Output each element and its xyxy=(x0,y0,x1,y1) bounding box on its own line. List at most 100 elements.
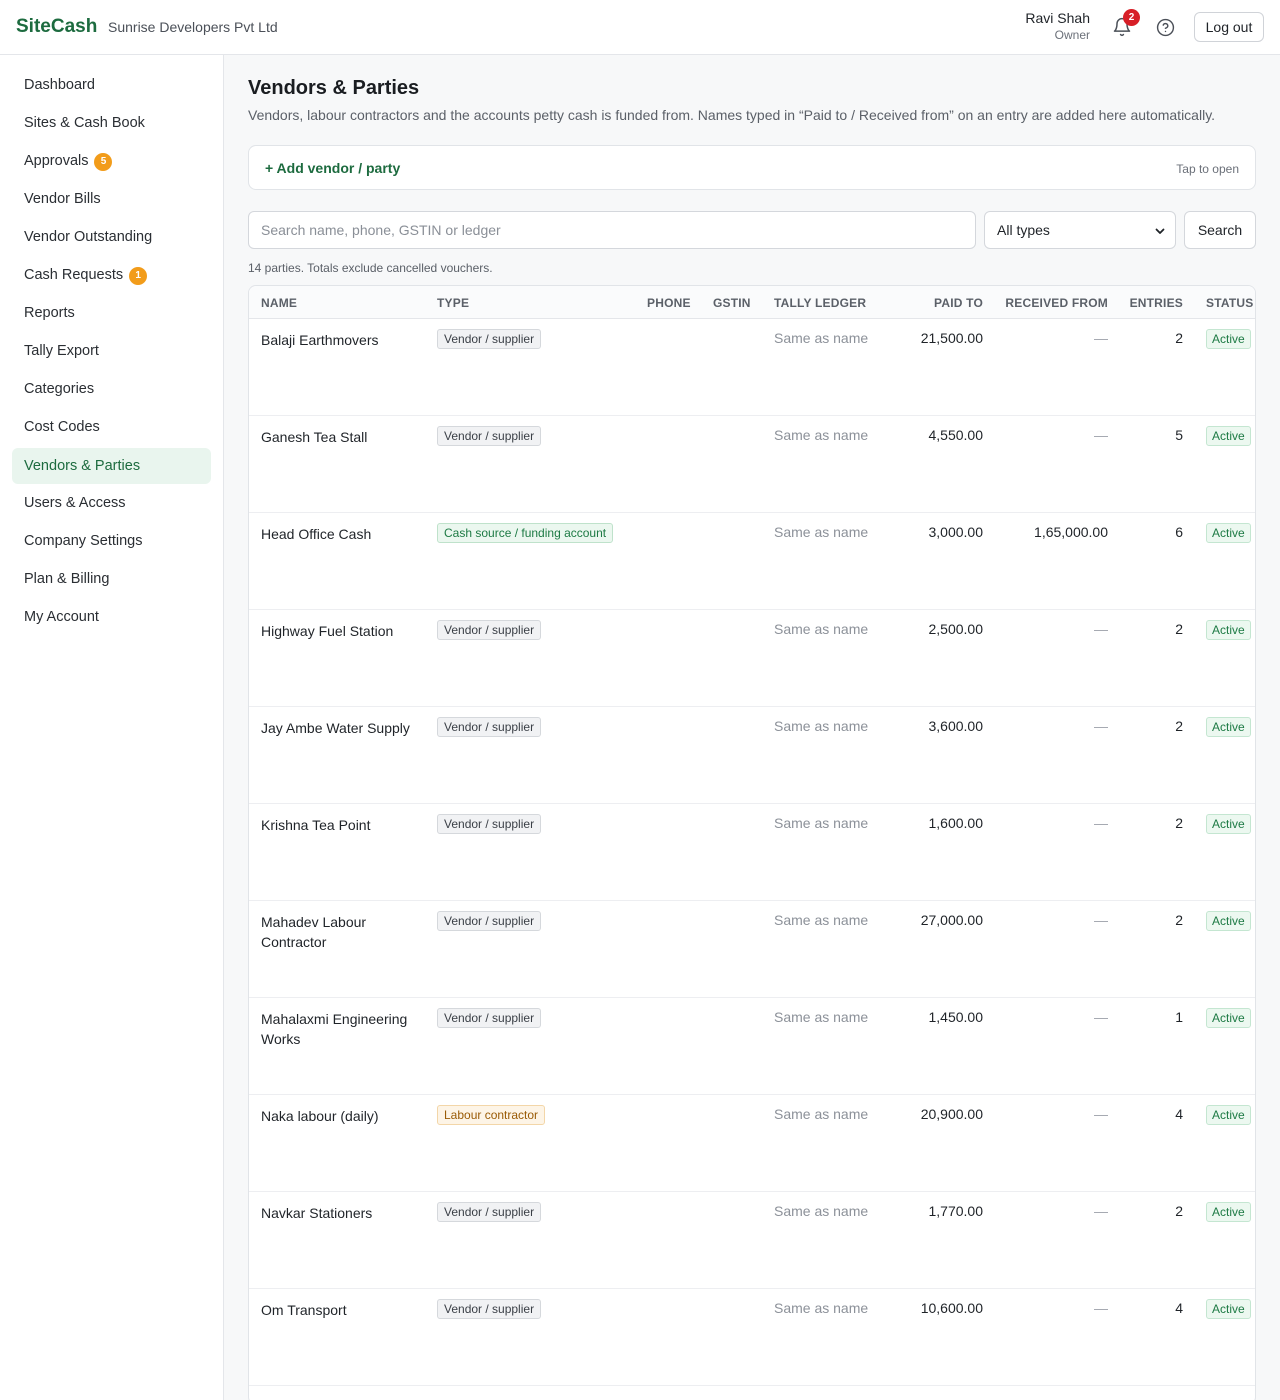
sidebar-item-categories[interactable]: Categories xyxy=(12,371,211,407)
table-row[interactable]: Mahalaxmi Engineering Works Vendor / sup… xyxy=(249,998,1255,1095)
sidebar: Dashboard Sites & Cash Book Approvals 5 V… xyxy=(0,55,224,1400)
table-row[interactable]: Jay Ambe Water Supply Vendor / supplier … xyxy=(249,707,1255,804)
paid-to-amount: 1,450.00 xyxy=(928,1009,984,1025)
type-badge: Vendor / supplier xyxy=(437,911,542,931)
paid-to-amount: 3,000.00 xyxy=(928,524,984,540)
sidebar-item-vendor-outstanding[interactable]: Vendor Outstanding xyxy=(12,219,211,255)
brand-logo[interactable]: SiteCash xyxy=(16,16,98,37)
party-name[interactable]: Navkar Stationers xyxy=(261,1205,373,1221)
status-cell: Active xyxy=(1206,523,1251,543)
received-from-amount: — xyxy=(1094,912,1108,928)
party-type: Vendor / supplier xyxy=(437,620,542,640)
tally-ledger: Same as name xyxy=(774,815,869,831)
party-name[interactable]: Head Office Cash xyxy=(261,526,372,542)
entries-count: 4 xyxy=(1175,1300,1183,1316)
approvals-count-badge: 5 xyxy=(94,153,113,171)
sidebar-item-label: Plan & Billing xyxy=(24,571,110,587)
table-row[interactable]: Om Transport Vendor / supplier Same as n… xyxy=(249,1289,1255,1386)
party-name[interactable]: Balaji Earthmovers xyxy=(261,332,379,348)
status-badge: Active xyxy=(1206,1105,1251,1125)
party-name[interactable]: Jay Ambe Water Supply xyxy=(261,720,410,736)
party-name[interactable]: Highway Fuel Station xyxy=(261,623,394,639)
party-type: Vendor / supplier xyxy=(437,814,542,834)
entries-count: 2 xyxy=(1175,815,1183,831)
sidebar-item-sites-cash-book[interactable]: Sites & Cash Book xyxy=(12,105,211,141)
type-badge: Labour contractor xyxy=(437,1105,546,1125)
column-header-entries[interactable]: ENTRIES xyxy=(1129,296,1183,310)
bell-icon[interactable] xyxy=(1112,17,1132,37)
status-badge: Active xyxy=(1206,1299,1251,1319)
table-row[interactable]: Krishna Tea Point Vendor / supplier Same… xyxy=(249,804,1255,901)
table-row[interactable]: Mahadev Labour Contractor Vendor / suppl… xyxy=(249,901,1255,998)
received-from-amount: — xyxy=(1094,718,1108,734)
status-cell: Active xyxy=(1206,911,1251,931)
add-vendor-panel[interactable]: + Add vendor / party Tap to open xyxy=(248,145,1256,190)
sidebar-item-dashboard[interactable]: Dashboard xyxy=(12,67,211,103)
party-name[interactable]: Om Transport xyxy=(261,1302,347,1318)
type-filter-select[interactable]: All types xyxy=(984,211,1176,249)
add-vendor-button[interactable]: + Add vendor / party xyxy=(265,160,401,176)
party-type: Vendor / supplier xyxy=(437,329,542,349)
column-header-status[interactable]: STATUS xyxy=(1206,296,1254,310)
column-header-type[interactable]: TYPE xyxy=(437,296,470,310)
status-cell: Active xyxy=(1206,717,1251,737)
entries-count: 1 xyxy=(1175,1009,1183,1025)
sidebar-item-plan-billing[interactable]: Plan & Billing xyxy=(12,561,211,597)
sidebar-item-my-account[interactable]: My Account xyxy=(12,599,211,635)
party-type: Cash source / funding account xyxy=(437,523,614,543)
received-from-amount: — xyxy=(1094,815,1108,831)
status-badge: Active xyxy=(1206,523,1251,543)
party-name[interactable]: Mahadev Labour Contractor xyxy=(261,914,367,950)
paid-to-amount: 1,770.00 xyxy=(928,1203,984,1219)
paid-to-amount: 2,500.00 xyxy=(928,621,984,637)
paid-to-amount: 4,550.00 xyxy=(928,427,984,443)
column-header-paid-to[interactable]: PAID TO xyxy=(934,296,983,310)
sidebar-item-label: Categories xyxy=(24,381,95,397)
column-header-phone[interactable]: PHONE xyxy=(647,296,691,310)
sidebar-item-users-access[interactable]: Users & Access xyxy=(12,485,211,521)
entries-count: 2 xyxy=(1175,330,1183,346)
sidebar-item-label: Vendor Bills xyxy=(24,191,101,207)
column-header-name[interactable]: NAME xyxy=(261,296,298,310)
sidebar-item-label: Dashboard xyxy=(24,77,95,93)
sidebar-item-tally-export[interactable]: Tally Export xyxy=(12,333,211,369)
sidebar-item-approvals[interactable]: Approvals 5 xyxy=(12,143,211,179)
sidebar-item-label: My Account xyxy=(24,609,99,625)
type-badge: Vendor / supplier xyxy=(437,1299,542,1319)
tally-ledger: Same as name xyxy=(774,1009,869,1025)
sidebar-item-reports[interactable]: Reports xyxy=(12,295,211,331)
table-row[interactable]: Ganesh Tea Stall Vendor / supplier Same … xyxy=(249,416,1255,513)
tally-ledger: Same as name xyxy=(774,1106,869,1122)
status-cell: Active xyxy=(1206,329,1251,349)
search-button[interactable]: Search xyxy=(1184,211,1256,249)
tally-ledger: Same as name xyxy=(774,1300,869,1316)
status-cell: Active xyxy=(1206,1299,1251,1319)
table-row[interactable]: Navkar Stationers Vendor / supplier Same… xyxy=(249,1192,1255,1289)
column-header-tally-ledger[interactable]: TALLY LEDGER xyxy=(774,296,867,310)
table-row[interactable]: Head Office Cash Cash source / funding a… xyxy=(249,513,1255,610)
entries-count: 4 xyxy=(1175,1106,1183,1122)
help-icon[interactable] xyxy=(1156,18,1175,37)
column-header-received-from[interactable]: RECEIVED FROM xyxy=(1005,296,1108,310)
table-row[interactable]: Highway Fuel Station Vendor / supplier S… xyxy=(249,610,1255,707)
sidebar-item-vendors-parties[interactable]: Vendors & Parties xyxy=(12,448,211,484)
sidebar-item-cost-codes[interactable]: Cost Codes xyxy=(12,409,211,445)
sidebar-item-company-settings[interactable]: Company Settings xyxy=(12,523,211,559)
status-badge: Active xyxy=(1206,329,1251,349)
party-name[interactable]: Naka labour (daily) xyxy=(261,1108,379,1124)
party-name[interactable]: Mahalaxmi Engineering Works xyxy=(261,1011,408,1047)
paid-to-amount: 1,600.00 xyxy=(928,815,984,831)
party-name[interactable]: Krishna Tea Point xyxy=(261,817,371,833)
received-from-amount: — xyxy=(1094,1106,1108,1122)
search-input[interactable] xyxy=(248,211,976,249)
status-cell: Active xyxy=(1206,426,1251,446)
table-row[interactable]: Balaji Earthmovers Vendor / supplier Sam… xyxy=(249,319,1255,416)
column-header-gstin[interactable]: GSTIN xyxy=(713,296,751,310)
table-row[interactable]: Naka labour (daily) Labour contractor Sa… xyxy=(249,1095,1255,1192)
sidebar-item-cash-requests[interactable]: Cash Requests 1 xyxy=(12,257,211,293)
party-name[interactable]: Ganesh Tea Stall xyxy=(261,429,368,445)
logout-button[interactable]: Log out xyxy=(1194,12,1264,42)
type-filter-value: All types xyxy=(997,222,1050,238)
sidebar-item-vendor-bills[interactable]: Vendor Bills xyxy=(12,181,211,217)
tally-ledger: Same as name xyxy=(774,718,869,734)
